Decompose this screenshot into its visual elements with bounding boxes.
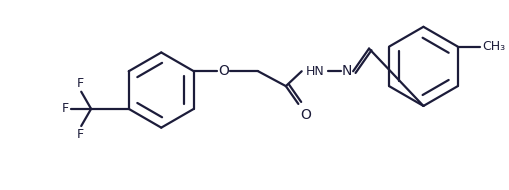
Text: O: O: [218, 64, 229, 78]
Text: CH₃: CH₃: [483, 40, 505, 53]
Text: O: O: [300, 108, 311, 122]
Text: N: N: [342, 64, 352, 78]
Text: HN: HN: [306, 65, 325, 78]
Text: F: F: [77, 128, 84, 141]
Text: F: F: [77, 77, 84, 90]
Text: F: F: [62, 102, 69, 115]
